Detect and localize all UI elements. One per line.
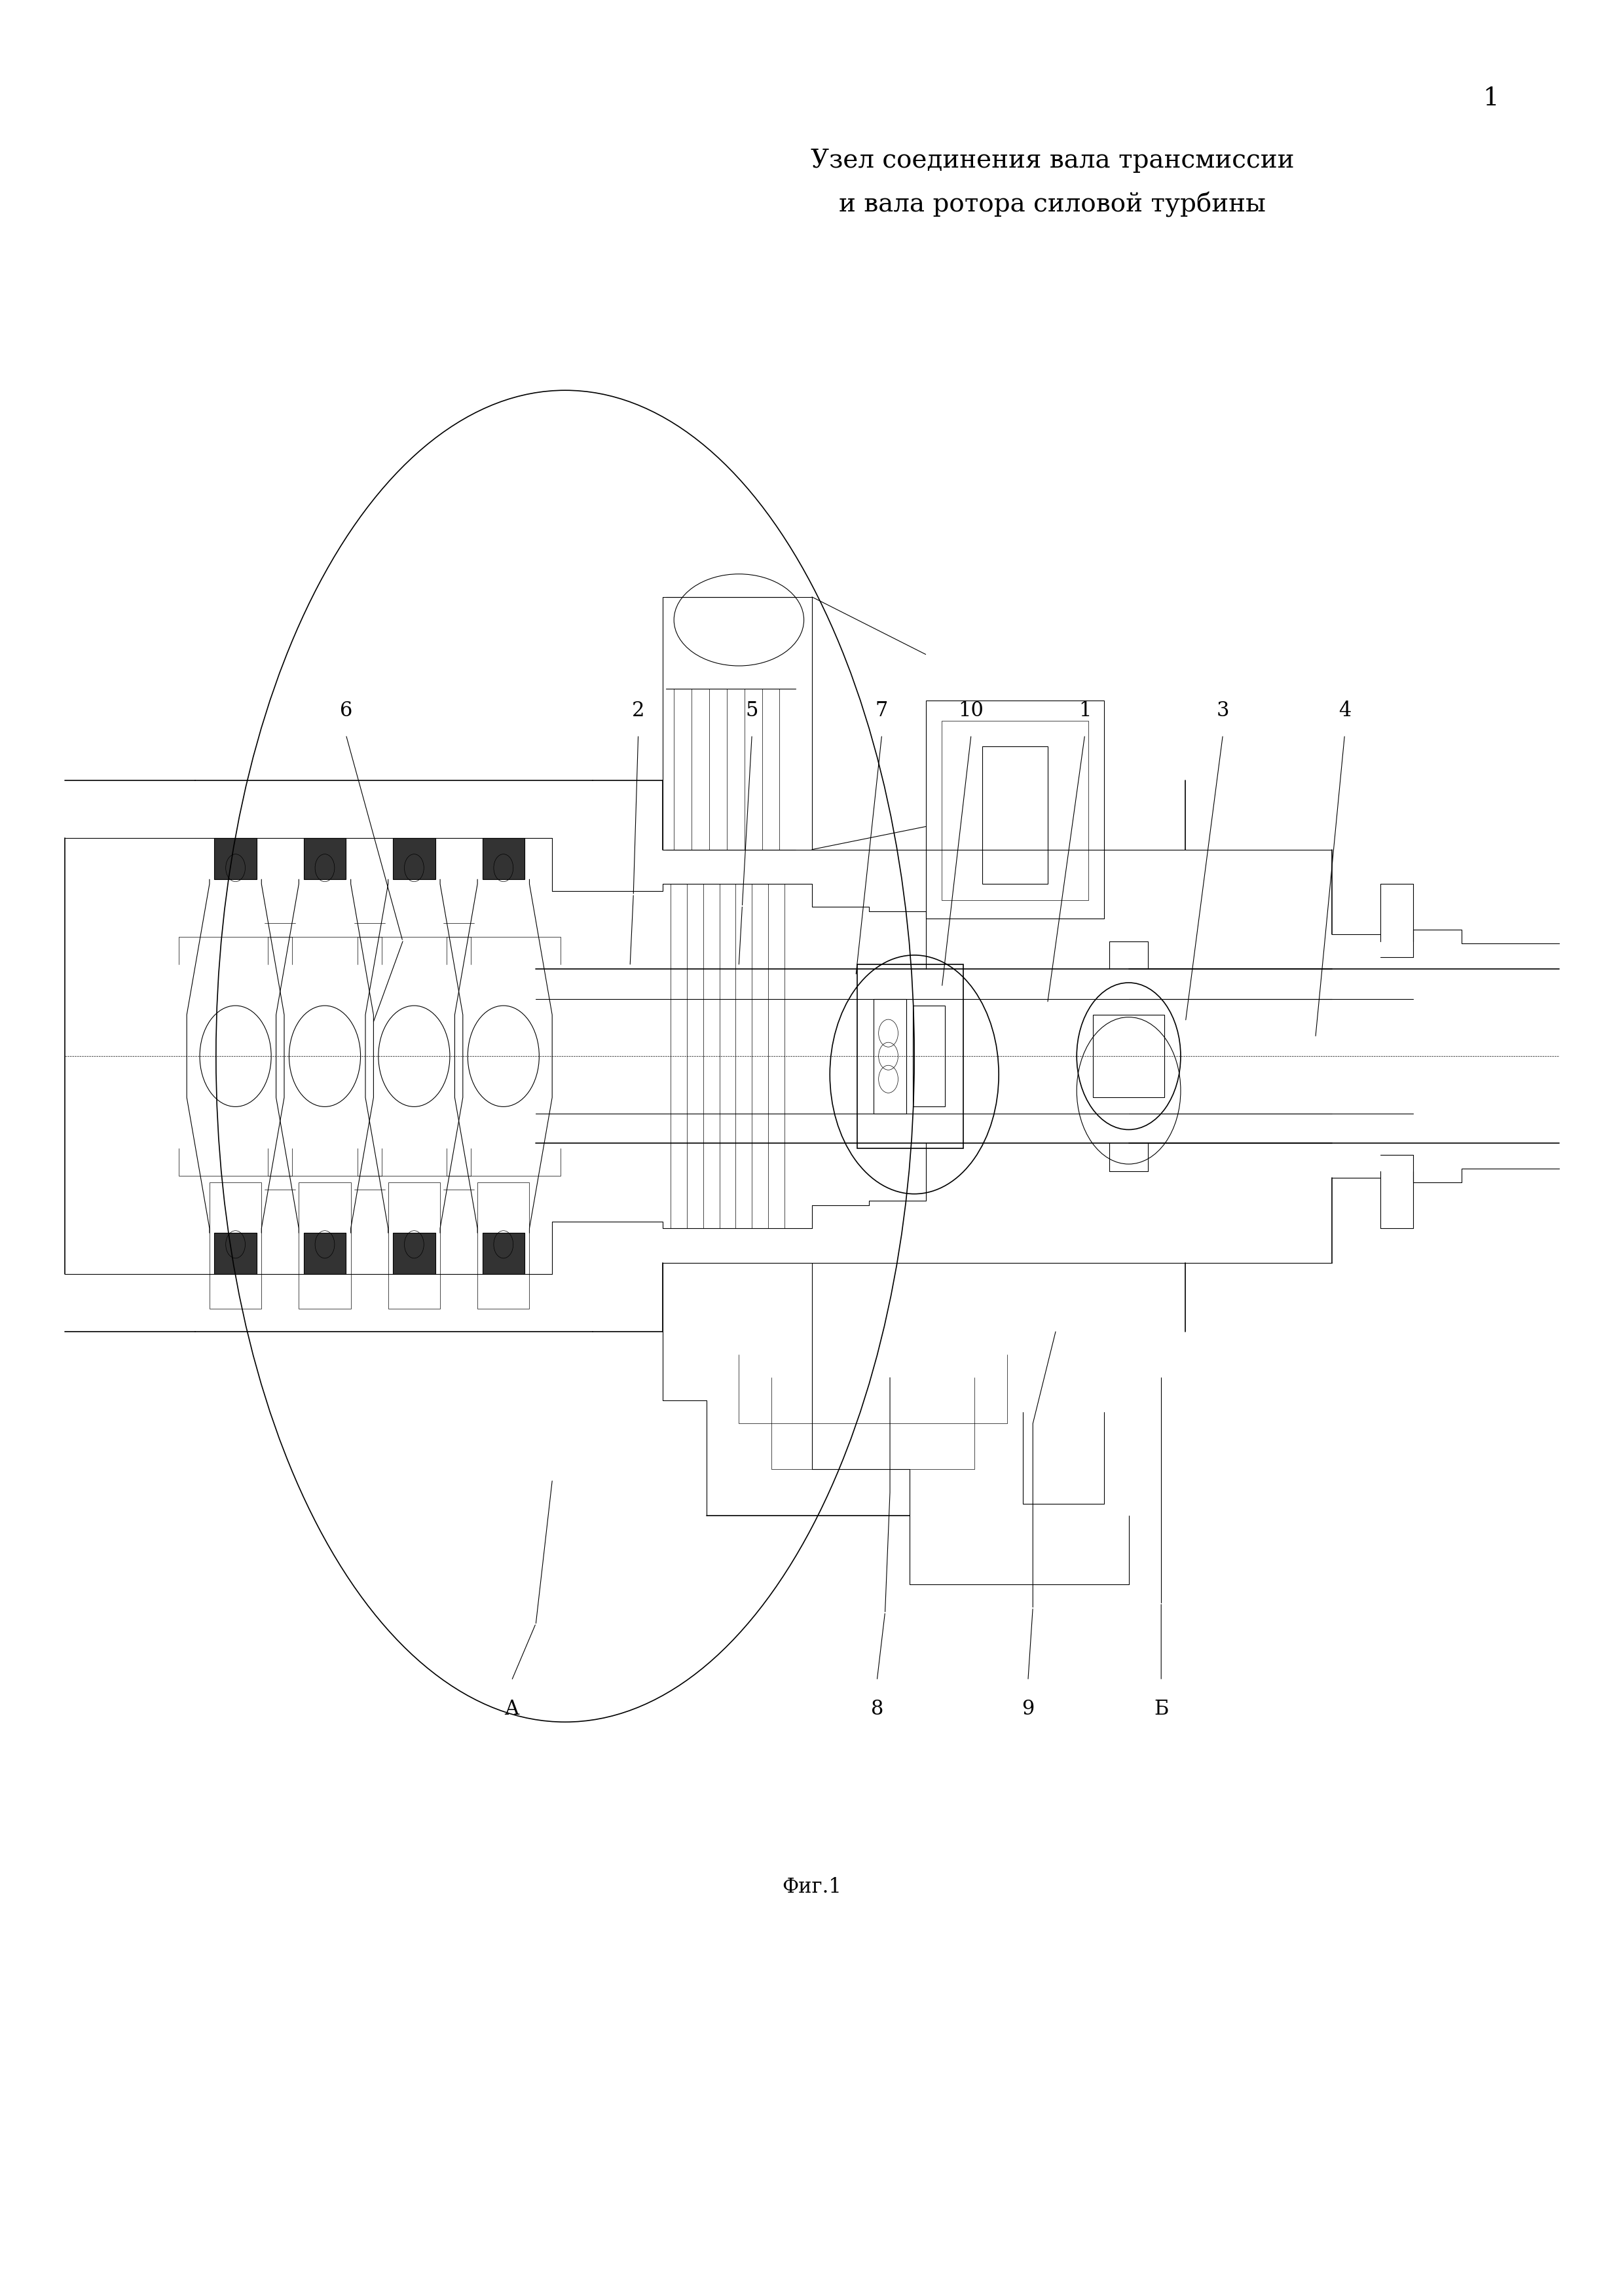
Bar — [913, 1006, 945, 1107]
Text: и вала ротора силовой турбины: и вала ротора силовой турбины — [840, 191, 1265, 218]
Bar — [393, 1233, 435, 1274]
Bar — [942, 721, 1088, 900]
Bar — [214, 1233, 257, 1274]
Text: 6: 6 — [339, 700, 352, 721]
Bar — [304, 1233, 346, 1274]
Text: 8: 8 — [870, 1699, 883, 1720]
Text: 5: 5 — [745, 700, 758, 721]
Bar — [482, 838, 525, 879]
Bar — [388, 1182, 440, 1309]
Bar — [299, 1182, 351, 1309]
Text: 1: 1 — [1483, 87, 1499, 110]
Text: Б: Б — [1153, 1699, 1169, 1720]
Bar — [983, 746, 1047, 884]
Text: 7: 7 — [875, 700, 888, 721]
Text: 1: 1 — [1078, 700, 1091, 721]
Text: 10: 10 — [958, 700, 984, 721]
Bar — [1093, 1015, 1164, 1097]
Bar — [482, 1233, 525, 1274]
Text: Узел соединения вала трансмиссии: Узел соединения вала трансмиссии — [810, 149, 1294, 172]
Text: Фиг.1: Фиг.1 — [783, 1878, 841, 1896]
Text: 4: 4 — [1338, 700, 1351, 721]
Text: 2: 2 — [632, 700, 645, 721]
Bar — [477, 1182, 529, 1309]
Bar — [393, 838, 435, 879]
Bar — [926, 700, 1104, 918]
Bar — [857, 964, 963, 1148]
Bar — [304, 838, 346, 879]
Bar — [874, 999, 906, 1114]
Text: A: A — [505, 1699, 518, 1720]
Text: 9: 9 — [1021, 1699, 1034, 1720]
Bar — [209, 1182, 261, 1309]
Text: 3: 3 — [1216, 700, 1229, 721]
Bar — [214, 838, 257, 879]
